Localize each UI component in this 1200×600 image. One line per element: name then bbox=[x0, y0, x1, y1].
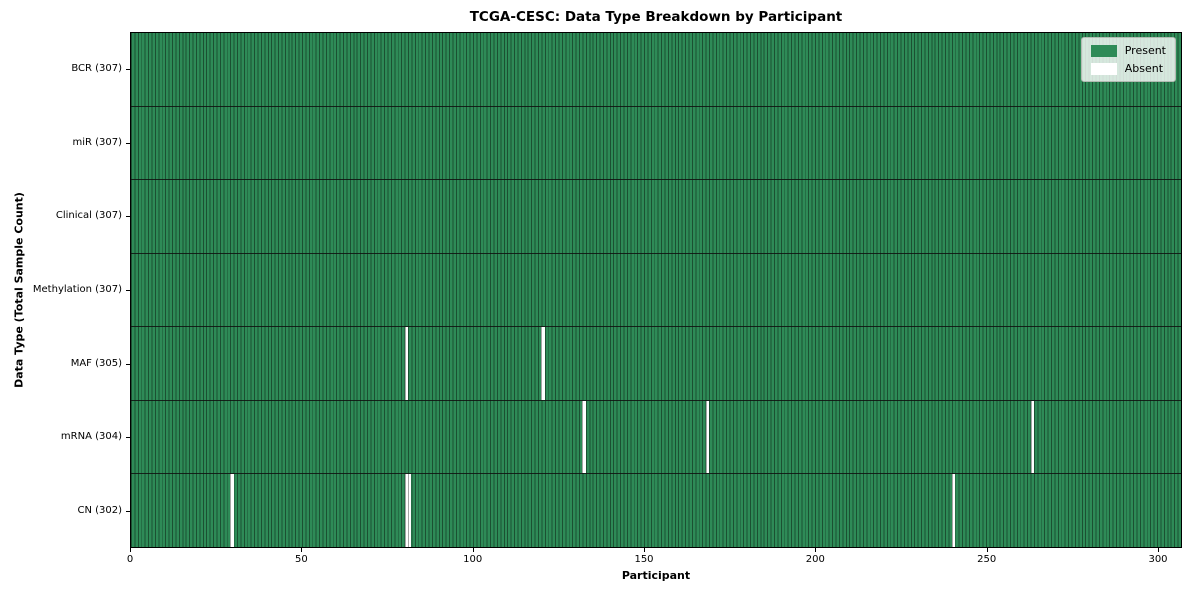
heatmap-row-Clinical bbox=[131, 180, 1181, 254]
x-tick-mark bbox=[472, 548, 474, 552]
absent-swatch-icon bbox=[1090, 62, 1117, 75]
y-tick-label-MAF: MAF (305) bbox=[70, 357, 122, 369]
y-tick-mark bbox=[126, 68, 130, 70]
y-tick-mark bbox=[126, 363, 130, 365]
heatmap-row-CN bbox=[131, 474, 1181, 548]
y-tick-label-miR: miR (307) bbox=[72, 136, 122, 148]
absent-cell-MAF-80 bbox=[404, 327, 409, 400]
absent-cell-mRNA-168 bbox=[705, 400, 709, 474]
x-tick-label-300: 300 bbox=[1148, 554, 1168, 565]
x-tick-label-200: 200 bbox=[805, 554, 825, 565]
absent-cell-CN-240 bbox=[951, 474, 956, 548]
y-tick-label-Clinical: Clinical (307) bbox=[55, 210, 122, 222]
legend-item-present: Present bbox=[1090, 44, 1166, 57]
x-tick-mark bbox=[644, 548, 645, 552]
x-tick-mark bbox=[301, 548, 303, 552]
absent-cell-MAF-120 bbox=[541, 327, 545, 400]
x-tick-label-250: 250 bbox=[977, 554, 997, 565]
x-tick-mark bbox=[1158, 548, 1159, 552]
x-tick-label-0: 0 bbox=[126, 554, 134, 565]
x-tick-label-150: 150 bbox=[634, 554, 654, 565]
absent-cell-mRNA-263 bbox=[1030, 400, 1034, 474]
y-tick-mark bbox=[126, 437, 130, 439]
absent-cell-CN-81 bbox=[408, 474, 412, 548]
absent-cell-mRNA-132 bbox=[582, 400, 586, 474]
y-tick-mark bbox=[126, 511, 130, 513]
x-tick-label-100: 100 bbox=[463, 554, 483, 565]
absent-cell-CN-80 bbox=[404, 474, 409, 548]
y-tick-mark bbox=[126, 216, 130, 218]
chart-title: TCGA-CESC: Data Type Breakdown by Partic… bbox=[469, 9, 843, 25]
present-swatch-icon bbox=[1090, 44, 1117, 57]
legend: Present Absent bbox=[1080, 37, 1176, 82]
heatmap-row-Methylation bbox=[131, 253, 1181, 328]
x-tick-mark bbox=[130, 548, 131, 552]
heatmap-row-BCR bbox=[131, 33, 1181, 107]
y-tick-label-mRNA: mRNA (304) bbox=[60, 431, 122, 443]
y-tick-label-BCR: BCR (307) bbox=[71, 62, 122, 74]
y-tick-mark bbox=[126, 142, 130, 144]
heatmap-row-MAF bbox=[131, 327, 1181, 401]
y-tick-mark bbox=[126, 290, 130, 291]
x-axis-label: Participant bbox=[621, 569, 691, 582]
plot-area: Present Absent bbox=[130, 32, 1182, 548]
heatmap-row-mRNA bbox=[131, 400, 1181, 475]
absent-cell-CN-29 bbox=[230, 474, 234, 548]
x-tick-label-50: 50 bbox=[294, 554, 308, 565]
y-tick-label-Methylation: Methylation (307) bbox=[32, 284, 122, 295]
legend-item-absent: Absent bbox=[1090, 62, 1166, 75]
y-tick-label-CN: CN (302) bbox=[77, 505, 122, 517]
legend-label-present: Present bbox=[1124, 44, 1166, 57]
legend-label-absent: Absent bbox=[1124, 62, 1164, 75]
x-tick-mark bbox=[986, 548, 988, 552]
heatmap-row-miR bbox=[131, 106, 1181, 181]
x-tick-mark bbox=[815, 548, 817, 552]
